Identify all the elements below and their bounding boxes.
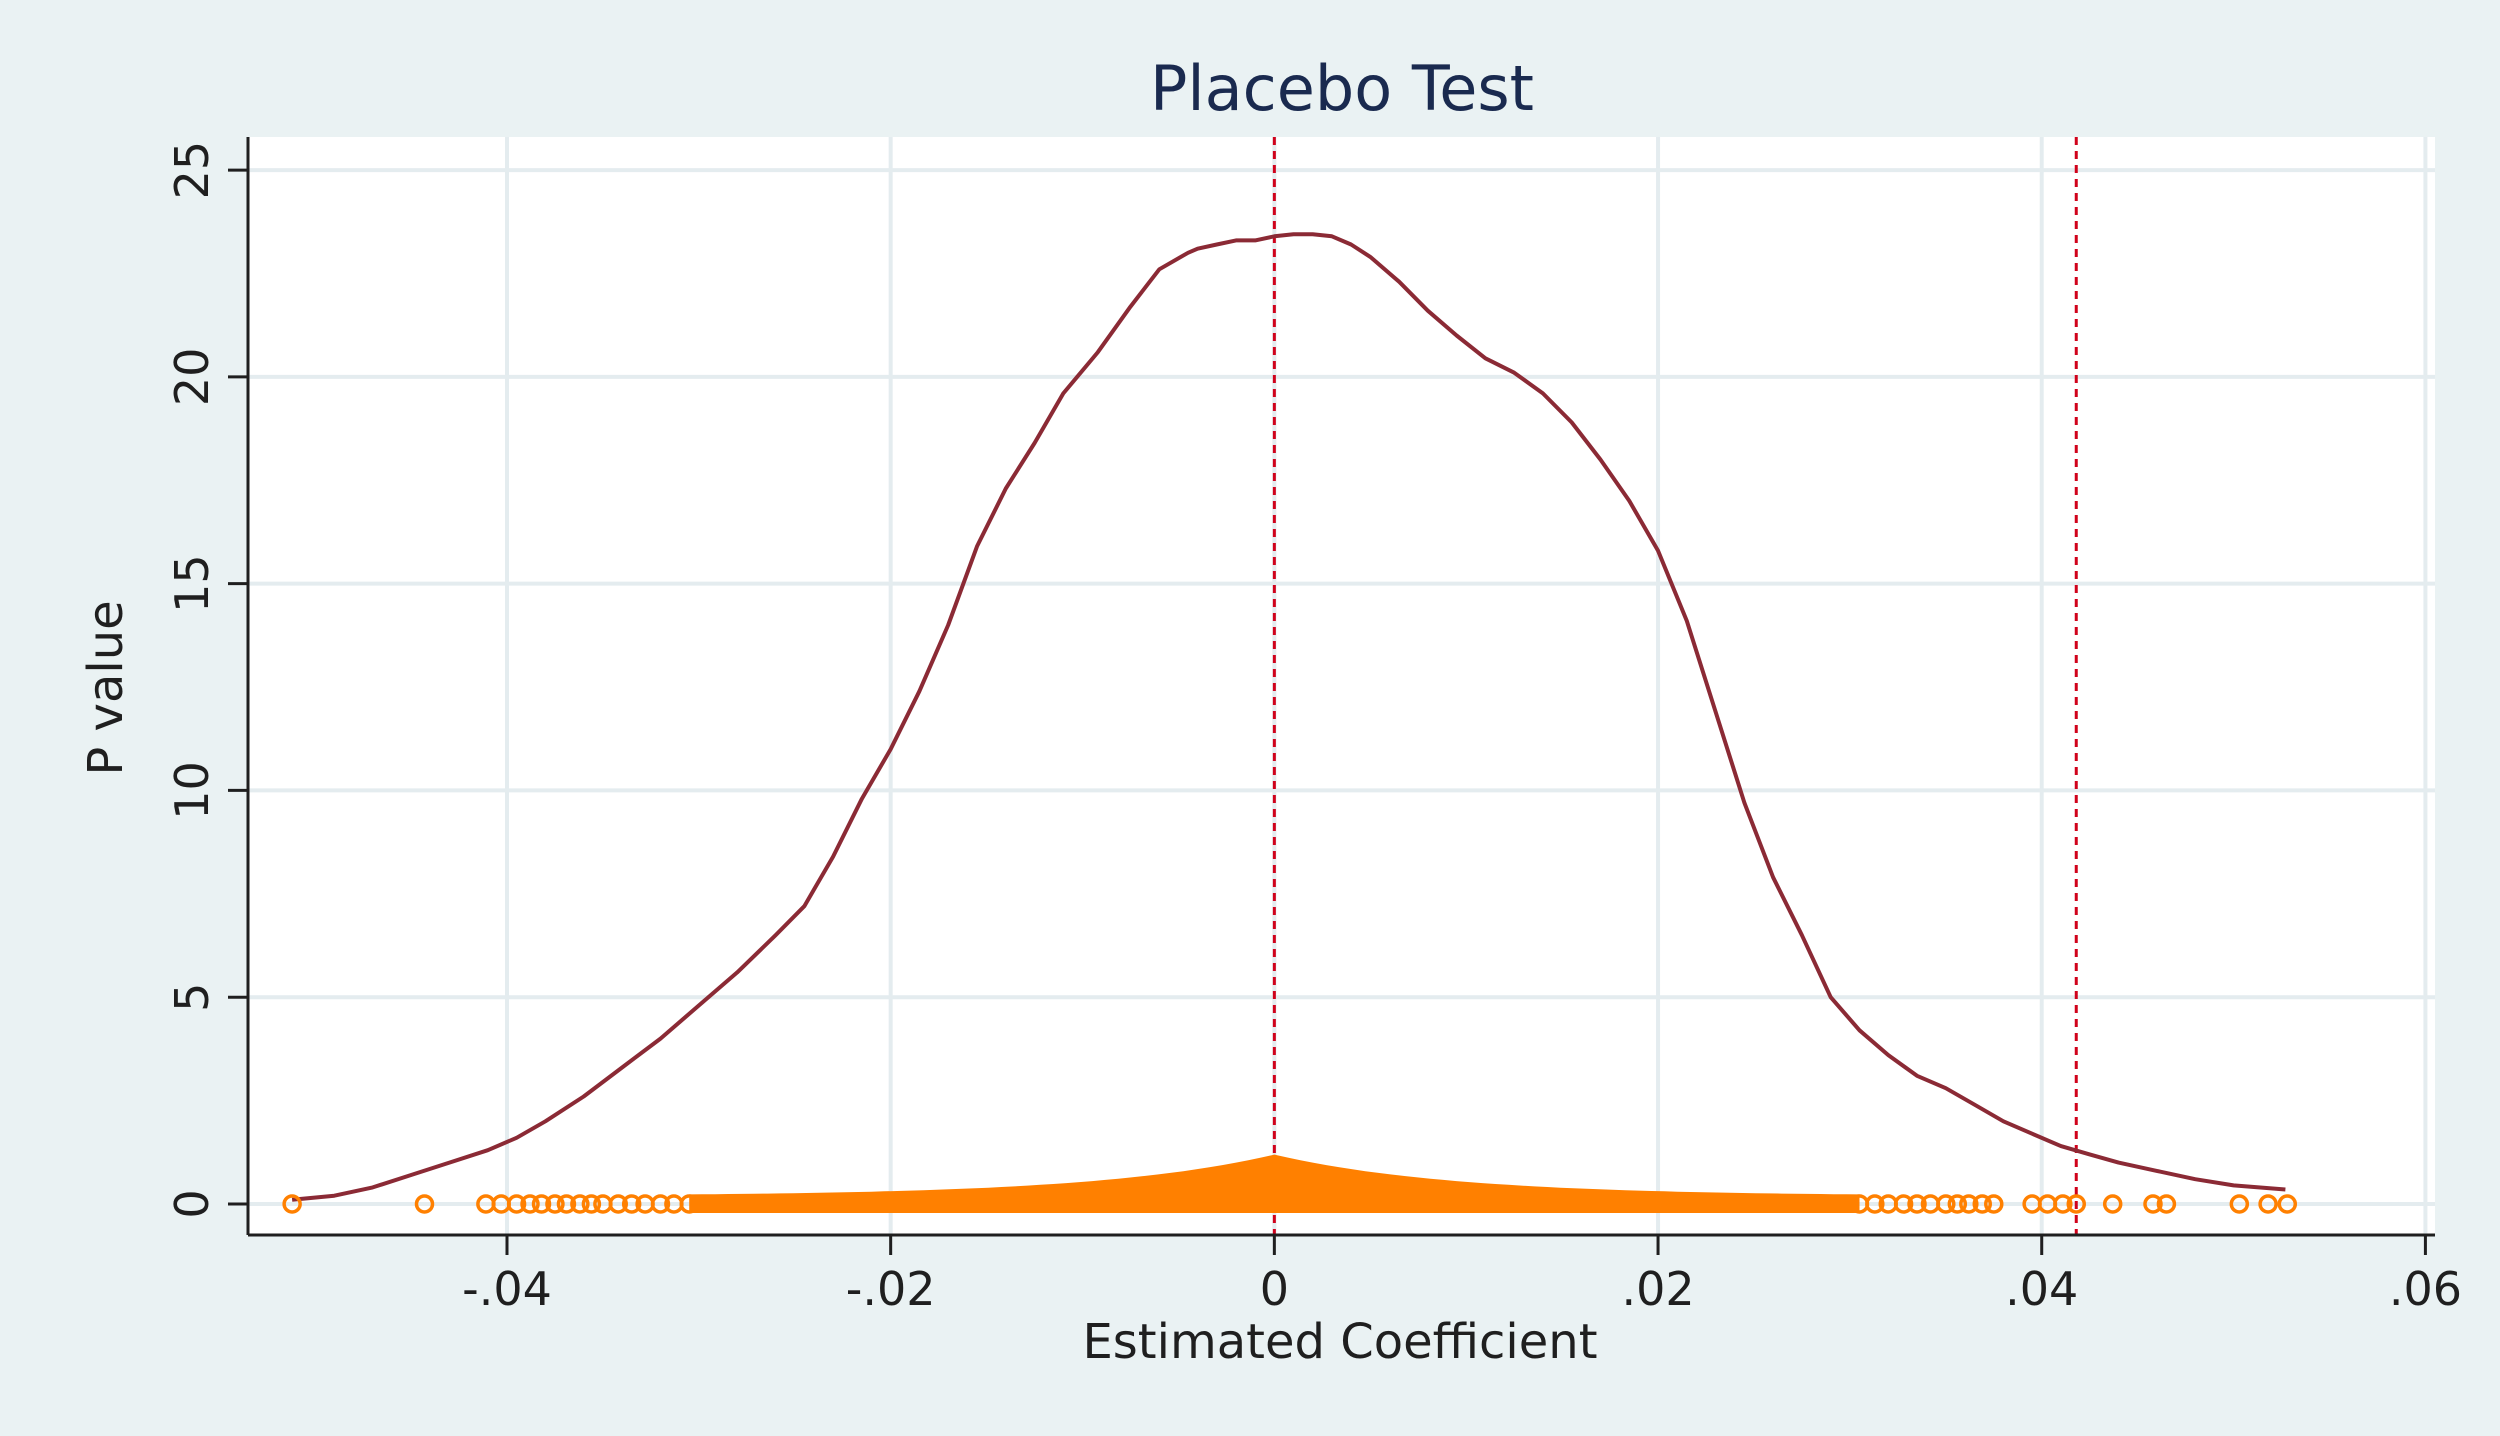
coefficient-point: [650, 1194, 671, 1214]
coefficient-point: [520, 1194, 540, 1214]
plot-area: [248, 137, 2435, 1235]
coefficient-point: [1972, 1194, 1993, 1214]
x-tick-label: -.04: [462, 1262, 552, 1316]
y-ticks: 0 5 10 15 20 25: [165, 141, 248, 1219]
coefficient-point: [608, 1194, 629, 1214]
coefficient-points: [282, 1154, 2298, 1214]
coefficient-point: [679, 1194, 699, 1214]
coefficient-point: [570, 1194, 590, 1214]
coefficient-point: [2143, 1194, 2163, 1214]
y-tick-label: 5: [165, 983, 219, 1012]
coefficient-point: [1959, 1194, 1979, 1214]
coefficient-point: [531, 1194, 552, 1214]
y-tick-label: 15: [165, 554, 219, 613]
coefficient-point: [581, 1194, 602, 1214]
coefficient-point: [1936, 1194, 1956, 1214]
y-axis-label: P value: [78, 600, 134, 775]
coefficient-point: [2066, 1194, 2087, 1214]
density-curve: [291, 232, 2286, 1202]
x-tick-label: .02: [1621, 1262, 1694, 1316]
x-tick-label: .04: [2005, 1262, 2078, 1316]
point-cloud-band: [689, 1154, 1860, 1213]
coefficient-point: [2156, 1194, 2177, 1214]
coefficient-point: [414, 1194, 435, 1214]
y-tick-label: 0: [165, 1189, 219, 1218]
coefficient-point: [545, 1194, 565, 1214]
coefficient-point: [2258, 1194, 2278, 1214]
coefficient-point: [2102, 1194, 2123, 1214]
coefficient-point: [1893, 1194, 1914, 1214]
coefficient-point: [1984, 1194, 2004, 1214]
x-tick-label: -.02: [846, 1262, 936, 1316]
x-axis-label: Estimated Coefficient: [1082, 1314, 1597, 1370]
y-tick-label: 25: [165, 141, 219, 200]
coefficient-point: [1865, 1194, 1885, 1214]
coefficient-point: [2229, 1194, 2250, 1214]
coefficient-point: [506, 1194, 527, 1214]
coefficient-point: [1907, 1194, 1927, 1214]
y-tick-label: 10: [165, 761, 219, 820]
coefficient-point: [2053, 1194, 2073, 1214]
reference-lines: [1272, 137, 2078, 1235]
coefficient-point: [621, 1194, 642, 1214]
x-tick-label: .06: [2389, 1262, 2462, 1316]
coefficient-point: [1947, 1194, 1968, 1214]
y-tick-label: 20: [165, 348, 219, 407]
x-tick-label: 0: [1260, 1262, 1289, 1316]
coefficient-point: [282, 1194, 302, 1214]
x-ticks: -.04 -.02 0 .02 .04 .06: [462, 1235, 2462, 1316]
coefficient-point: [2277, 1194, 2298, 1214]
coefficient-point: [556, 1194, 577, 1214]
chart-title: Placebo Test: [1150, 52, 1534, 125]
